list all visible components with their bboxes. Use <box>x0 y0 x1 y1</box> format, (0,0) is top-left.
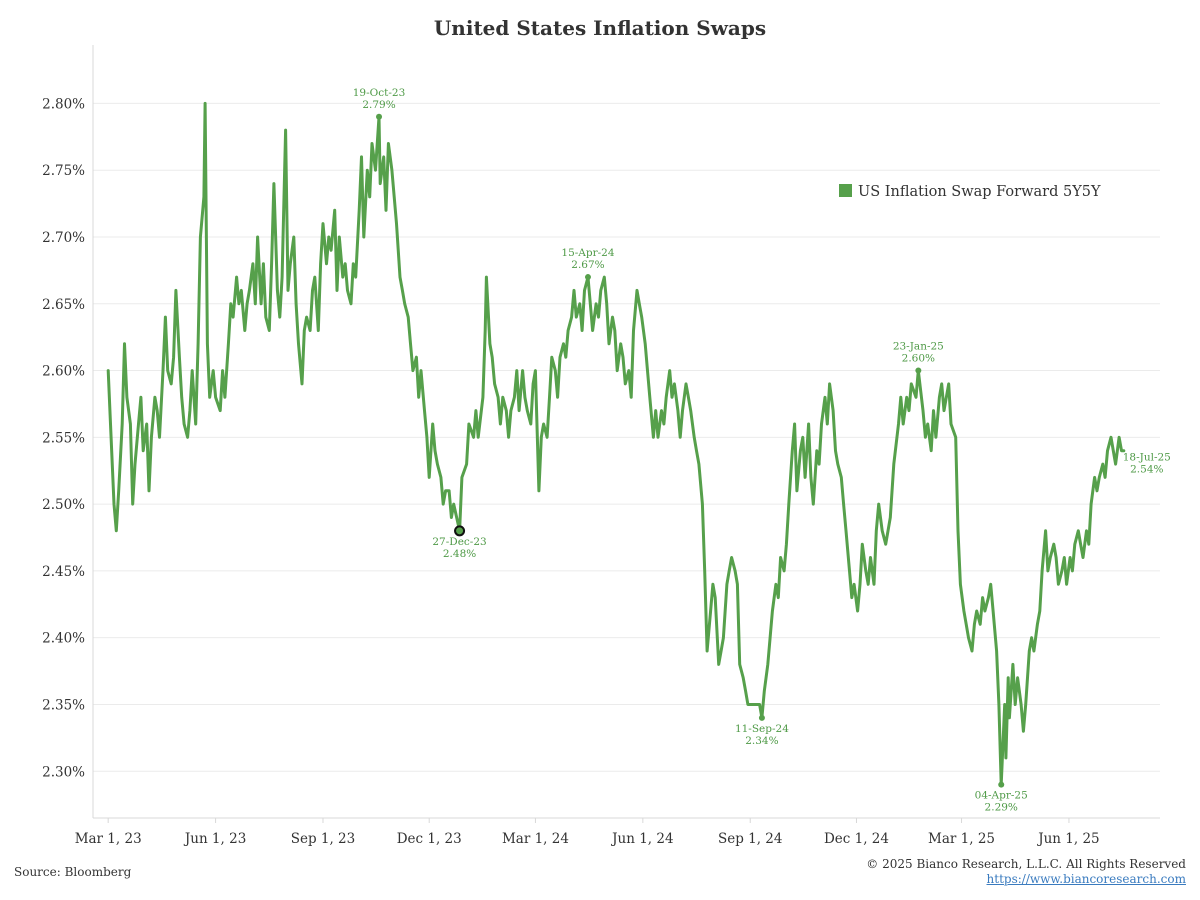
series-line <box>106 101 1126 787</box>
y-tick-label: 2.30% <box>42 764 85 780</box>
series-layer <box>106 101 1126 787</box>
x-tick-label: Dec 1, 23 <box>397 831 462 847</box>
annotation-marker <box>758 714 765 721</box>
y-tick-label: 2.55% <box>42 430 85 446</box>
legend: US Inflation Swap Forward 5Y5Y <box>839 184 1101 200</box>
y-tick-label: 2.65% <box>42 297 85 313</box>
annotation: 15-Apr-242.67% <box>561 247 615 281</box>
annotation: 19-Oct-232.79% <box>353 87 406 120</box>
y-tick-label: 2.35% <box>42 697 85 713</box>
legend-label: US Inflation Swap Forward 5Y5Y <box>858 184 1101 200</box>
y-tick-label: 2.40% <box>42 631 85 647</box>
annotation: 18-Jul-252.54% <box>1123 452 1171 476</box>
x-tick-label: Mar 1, 23 <box>75 831 142 847</box>
x-tick-label: Mar 1, 25 <box>928 831 995 847</box>
annotation-value-label: 2.34% <box>745 735 778 747</box>
annotation-date-label: 19-Oct-23 <box>353 87 406 99</box>
annotation-date-label: 18-Jul-25 <box>1123 452 1171 464</box>
x-tick-label: Jun 1, 25 <box>1036 831 1099 847</box>
y-axis-tick-labels: 2.30% 2.35% 2.40% 2.45% 2.50% 2.55% 2.60% 2.65%… <box>42 96 85 780</box>
y-tick-label: 2.70% <box>42 230 85 246</box>
annotation-marker <box>915 367 922 374</box>
x-tick-label: Jun 1, 23 <box>183 831 246 847</box>
source-note: Source: Bloomberg <box>14 865 132 879</box>
annotation: 04-Apr-252.29% <box>975 781 1028 814</box>
annotation: 23-Jan-252.60% <box>893 341 944 374</box>
annotation: 11-Sep-242.34% <box>735 714 789 747</box>
axes <box>92 45 1160 823</box>
annotation-date-label: 11-Sep-24 <box>735 723 789 735</box>
y-tick-label: 2.60% <box>42 364 85 380</box>
annotation: 27-Dec-232.48% <box>432 525 487 560</box>
y-tick-label: 2.75% <box>42 163 85 179</box>
x-tick-label: Sep 1, 24 <box>718 831 783 847</box>
copyright-note: © 2025 Bianco Research, L.L.C. All Right… <box>866 857 1186 871</box>
annotation-marker <box>998 781 1005 788</box>
annotation-value-label: 2.60% <box>902 353 935 365</box>
x-tick-label: Jun 1, 24 <box>610 831 673 847</box>
annotation-date-label: 04-Apr-25 <box>975 790 1028 802</box>
y-tick-label: 2.80% <box>42 96 85 112</box>
annotation-date-label: 23-Jan-25 <box>893 341 944 353</box>
x-tick-label: Mar 1, 24 <box>502 831 569 847</box>
x-tick-label: Dec 1, 24 <box>824 831 889 847</box>
chart-title: United States Inflation Swaps <box>433 16 767 40</box>
annotation-date-label: 15-Apr-24 <box>561 247 614 259</box>
x-tick-label: Sep 1, 23 <box>291 831 356 847</box>
annotation-value-label: 2.48% <box>443 548 476 560</box>
y-tick-label: 2.45% <box>42 564 85 580</box>
y-tick-label: 2.50% <box>42 497 85 513</box>
x-axis-tick-labels: Mar 1, 23 Jun 1, 23 Sep 1, 23 Dec 1, 23 Mar … <box>75 831 1100 847</box>
annotation-value-label: 2.67% <box>571 259 604 271</box>
website-link[interactable]: https://www.biancoresearch.com <box>986 872 1186 886</box>
annotation-marker <box>584 274 591 281</box>
annotations: 19-Oct-232.79%27-Dec-232.48%15-Apr-242.6… <box>353 87 1171 814</box>
annotation-value-label: 2.29% <box>985 802 1018 814</box>
gridlines <box>93 102 1160 772</box>
annotation-marker <box>376 113 383 120</box>
annotation-value-label: 2.79% <box>362 99 395 111</box>
legend-swatch <box>839 184 852 197</box>
annotation-value-label: 2.54% <box>1130 464 1163 476</box>
annotation-marker <box>454 525 466 537</box>
annotation-date-label: 27-Dec-23 <box>432 536 486 548</box>
